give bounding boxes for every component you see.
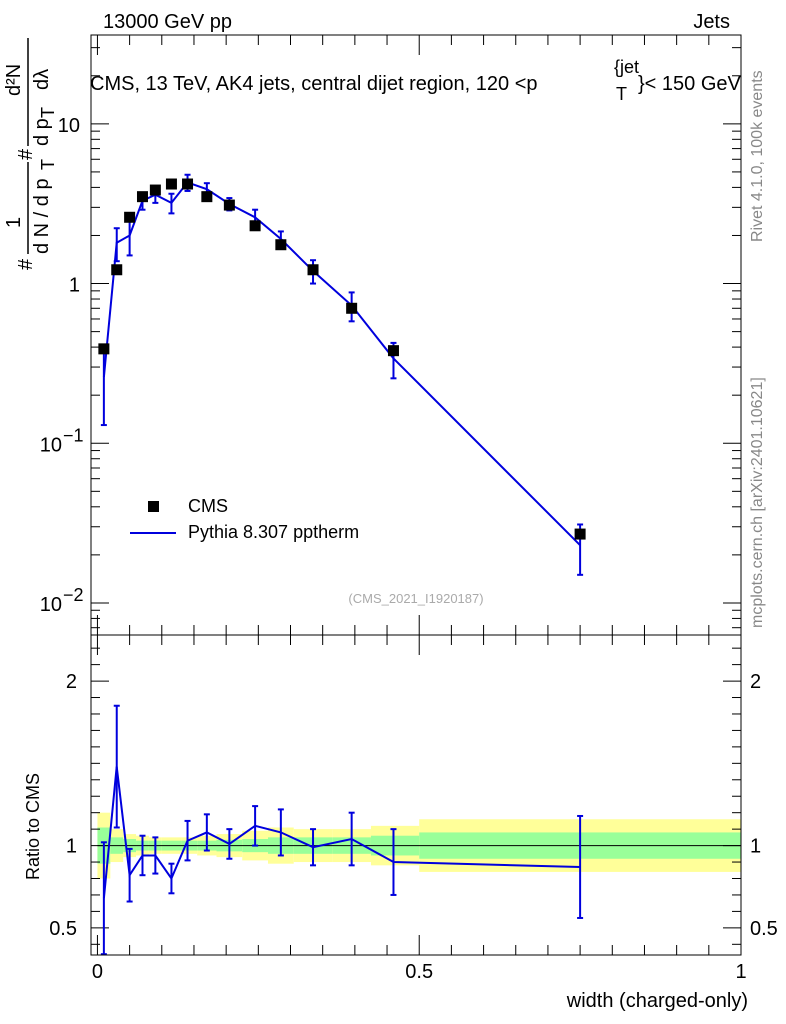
ylabel-one: 1: [3, 217, 25, 228]
legend: CMS Pythia 8.307 pptherm: [130, 496, 359, 542]
top-y-tick-label: 10: [58, 115, 80, 137]
ylabel-t2-sub: T: [38, 107, 58, 118]
x-axis-label: width (charged-only): [566, 990, 748, 1012]
chart-title-suffix: }< 150 GeV: [638, 73, 742, 95]
ylabel-t-sub: T: [38, 159, 58, 170]
y-axis-label-bottom: Ratio to CMS: [23, 773, 43, 880]
ratio-series: [100, 704, 584, 956]
analysis-reference: (CMS_2021_I1920187): [348, 591, 483, 606]
top-y-tick-label: 1: [69, 275, 80, 297]
y-axis-label-top: # 1 d N / d p T # d²N d p T dλ: [3, 38, 58, 270]
ylabel-hash2: #: [15, 148, 37, 160]
x-tick-label: 0.5: [405, 961, 433, 983]
bottom-y-tick-label-left: 2: [66, 671, 77, 693]
energy-label: 13000 GeV pp: [103, 11, 232, 33]
top-y-tick-label: 10: [40, 594, 62, 616]
bottom-y-tick-label-right: 2: [750, 671, 761, 693]
top-y-tick-exponent: −1: [63, 425, 84, 445]
chart-title-prefix: CMS, 13 TeV, AK4 jets, central dijet reg…: [90, 73, 538, 95]
pythia-line: [102, 181, 581, 546]
ylabel-dpt: d p: [31, 118, 53, 146]
bottom-panel: 2 21 10.5 0.5 0 0.5 1: [49, 634, 778, 983]
x-tick-label: 1: [735, 961, 746, 983]
chart-title-sup: {jet: [614, 57, 639, 77]
ylabel-dn-dpt: d N / d p: [31, 178, 53, 254]
bottom-axis-ticks: [91, 635, 742, 955]
cms-series: [98, 178, 586, 540]
legend-marker-cms: [148, 501, 159, 512]
chart-title: CMS, 13 TeV, AK4 jets, central dijet reg…: [90, 73, 538, 95]
bottom-panel-frame: [90, 634, 742, 956]
bottom-y-tick-label-left: 0.5: [49, 918, 77, 940]
pythia-series: [100, 173, 584, 576]
cms-data-point: [249, 220, 261, 232]
mcplots-label: mcplots.cern.ch [arXiv:2401.10621]: [749, 377, 766, 628]
cms-data-point: [346, 302, 358, 314]
ratio-uncertainty-bands: [97, 812, 741, 879]
cms-data-point: [275, 239, 287, 251]
bottom-y-tick-labels: 2 2 1 1 0.5 0.5: [49, 671, 778, 940]
legend-label-cms: CMS: [188, 496, 228, 516]
top-y-tick-label: 10: [40, 434, 62, 456]
cms-data-point: [136, 191, 148, 203]
cms-data-point: [387, 345, 399, 357]
cms-data-point: [307, 264, 319, 276]
cms-data-point: [98, 343, 110, 355]
cms-data-point: [223, 199, 235, 211]
x-tick-labels: 0 0.5 1: [92, 961, 747, 983]
process-label: Jets: [693, 11, 730, 33]
cms-data-point: [111, 264, 123, 276]
cms-data-point: [149, 184, 161, 196]
cms-data-point: [182, 178, 194, 190]
cms-data-point: [574, 528, 586, 540]
ylabel-d2n: d²N: [3, 64, 25, 96]
bottom-y-tick-label-right: 0.5: [750, 918, 778, 940]
top-y-tick-exponent: −2: [63, 585, 84, 605]
cms-data-point: [201, 191, 213, 203]
legend-label-pythia: Pythia 8.307 pptherm: [188, 522, 359, 542]
ylabel-dlambda: dλ: [31, 69, 53, 90]
ylabel-hash1: #: [15, 258, 37, 270]
top-panel-frame: [90, 34, 742, 636]
bottom-y-tick-label-right: 1: [750, 836, 761, 858]
x-tick-label: 0: [92, 961, 103, 983]
chart-title-sub: T: [616, 84, 627, 104]
cms-data-point: [124, 211, 136, 223]
rivet-label: Rivet 4.1.0, 100k events: [749, 70, 766, 242]
cms-data-point: [165, 178, 177, 190]
top-axis-ticks: [91, 35, 742, 635]
bottom-y-tick-label-left: 1: [66, 836, 77, 858]
